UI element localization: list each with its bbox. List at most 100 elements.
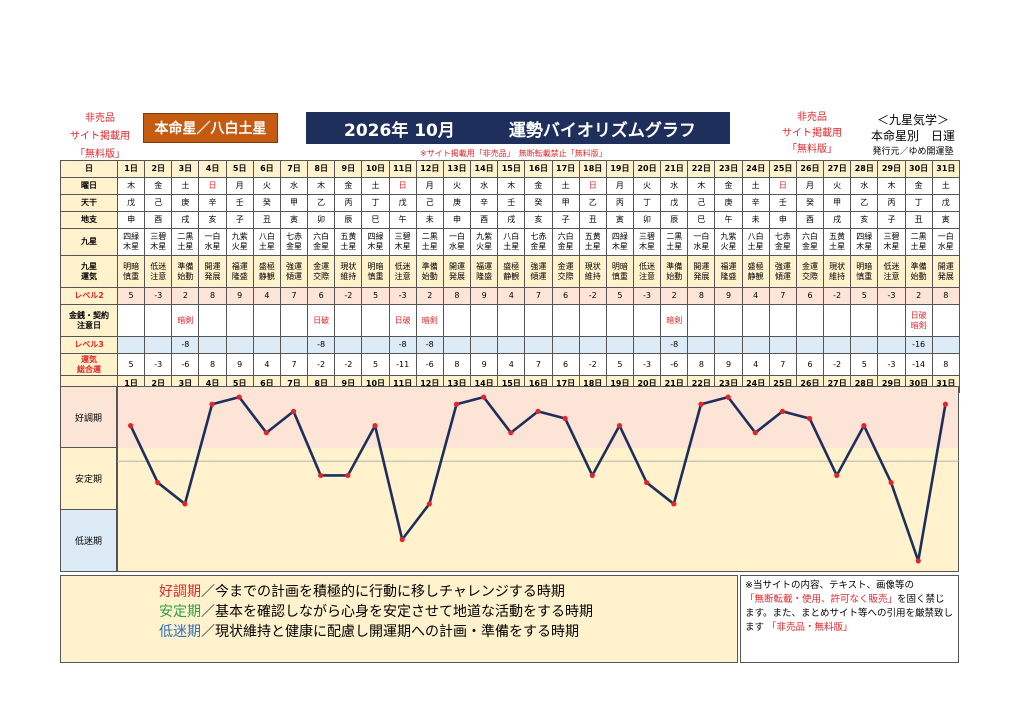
- cell-unki: 明暗 慎重: [361, 255, 390, 288]
- cell-caution: [931, 304, 960, 337]
- cell-level2: 8: [687, 287, 716, 305]
- data-point: [182, 501, 188, 507]
- cell-chishi: 午: [388, 211, 417, 229]
- cell-caution: 暗剣: [415, 304, 444, 337]
- row-label-total: 運気 総合運: [60, 353, 118, 376]
- cell-chishi: 申: [768, 211, 797, 229]
- cell-total: -3: [632, 353, 662, 376]
- cell-total: 9: [470, 353, 499, 376]
- cell-level3: [877, 336, 906, 354]
- cell-weekday: 金: [714, 177, 743, 195]
- cell-weekday: 月: [605, 177, 634, 195]
- cell-day: 1日: [116, 160, 146, 178]
- cell-weekday: 木: [497, 177, 526, 195]
- cell-unki: 開運 発展: [442, 255, 472, 288]
- cell-kyusei: 四緑 木星: [116, 228, 146, 256]
- data-point: [290, 408, 297, 414]
- cell-level2: 9: [714, 287, 743, 305]
- plot-border: [117, 386, 959, 572]
- cell-weekday: 月: [415, 177, 444, 195]
- data-point: [318, 472, 324, 479]
- cell-level2: 4: [252, 287, 281, 305]
- cell-level3: -8: [171, 336, 200, 354]
- row-label-unki: 九星 運気: [60, 255, 118, 288]
- data-point: [426, 501, 432, 507]
- cell-tenkan: 癸: [524, 194, 553, 212]
- cell-kyusei: 一白 水星: [198, 228, 227, 256]
- cell-level2: 5: [361, 287, 390, 305]
- cell-tenkan: 壬: [768, 194, 797, 212]
- cell-total: 5: [116, 353, 146, 376]
- cell-total: -6: [660, 353, 689, 376]
- cell-level3: -8: [307, 336, 336, 354]
- cell-unki: 金運 交際: [795, 255, 825, 288]
- fortune-table: 日 1日 2日 3日 4日 5日 6日 7日 8日 9日 10日 11日 12日 13日 14日 15日 16日…: [60, 160, 960, 393]
- cell-chishi: 酉: [144, 211, 173, 229]
- cell-weekday: 火: [632, 177, 662, 195]
- cell-level2: -2: [334, 287, 363, 305]
- cell-caution: [850, 304, 879, 337]
- cell-level3: [768, 336, 797, 354]
- cell-weekday: 金: [144, 177, 173, 195]
- row-label-kyusei: 九星: [60, 228, 118, 256]
- cell-unki: 開運 発展: [198, 255, 227, 288]
- cell-unki: 低迷 注意: [632, 255, 662, 288]
- cell-caution: [605, 304, 634, 337]
- data-point: [127, 423, 134, 429]
- cell-level2: 9: [470, 287, 499, 305]
- cell-day: 18日: [578, 160, 607, 178]
- cell-level3: [442, 336, 472, 354]
- cell-unki: 強運 傾運: [768, 255, 797, 288]
- cell-total: 7: [768, 353, 797, 376]
- cell-unki: 金運 交際: [307, 255, 336, 288]
- cell-day: 11日: [388, 160, 417, 178]
- cell-tenkan: 己: [687, 194, 716, 212]
- cell-level3: -8: [388, 336, 417, 354]
- cell-level2: 8: [931, 287, 960, 305]
- cell-level2: 2: [415, 287, 444, 305]
- cell-tenkan: 己: [415, 194, 444, 212]
- cell-tenkan: 乙: [578, 194, 607, 212]
- cell-kyusei: 四緑 木星: [850, 228, 879, 256]
- data-point: [562, 415, 568, 422]
- data-point: [263, 430, 269, 436]
- cell-weekday: 土: [361, 177, 390, 195]
- cell-unki: 準備 始動: [904, 255, 933, 288]
- cell-unki: 明暗 慎重: [850, 255, 879, 288]
- cell-kyusei: 九紫 火星: [714, 228, 743, 256]
- copyright-note: ※当サイトの内容、テキスト、画像等の 「無断転載・使用、許可なく販売」を固く禁じ…: [740, 575, 959, 663]
- cell-weekday: 金: [904, 177, 933, 195]
- cell-caution: [144, 304, 173, 337]
- cell-unki: 開運 発展: [687, 255, 716, 288]
- cell-chishi: 未: [415, 211, 444, 229]
- row-label-level3: レベル3: [60, 336, 118, 354]
- cell-chishi: 子: [225, 211, 254, 229]
- cell-tenkan: 乙: [307, 194, 336, 212]
- cell-weekday: 火: [252, 177, 281, 195]
- cell-kyusei: 八白 土星: [252, 228, 281, 256]
- cell-level3: -8: [415, 336, 444, 354]
- plot-area: [117, 386, 959, 572]
- data-point: [535, 408, 541, 414]
- cell-level3: [850, 336, 879, 354]
- cell-total: -2: [307, 353, 336, 376]
- cell-day: 6日: [252, 160, 281, 178]
- honmei-label: 本命星／八白土星: [143, 113, 278, 143]
- biorhythm-chart: 好調期 安定期 低迷期: [60, 386, 959, 572]
- data-point: [915, 558, 921, 564]
- cell-chishi: 巳: [361, 211, 390, 229]
- cell-unki: 低迷 注意: [877, 255, 906, 288]
- cell-weekday: 火: [823, 177, 852, 195]
- cell-caution: [279, 304, 309, 337]
- cell-tenkan: 戊: [116, 194, 146, 212]
- cell-total: 9: [714, 353, 743, 376]
- row-level2: レベル2 5 -3 2 8 9 4 7 6 -2 5 -3 2 8 9 4 7 6 -2 5 -3 2 8 9 4 7 6 -2 5 -3…: [60, 287, 960, 305]
- cell-caution: [741, 304, 770, 337]
- cell-level2: 2: [660, 287, 689, 305]
- cell-total: 5: [605, 353, 634, 376]
- cell-day: 15日: [497, 160, 526, 178]
- cell-level3: [279, 336, 309, 354]
- title-text: 運勢バイオリズムグラフ: [508, 120, 696, 141]
- cell-total: 8: [198, 353, 227, 376]
- cell-tenkan: 甲: [279, 194, 309, 212]
